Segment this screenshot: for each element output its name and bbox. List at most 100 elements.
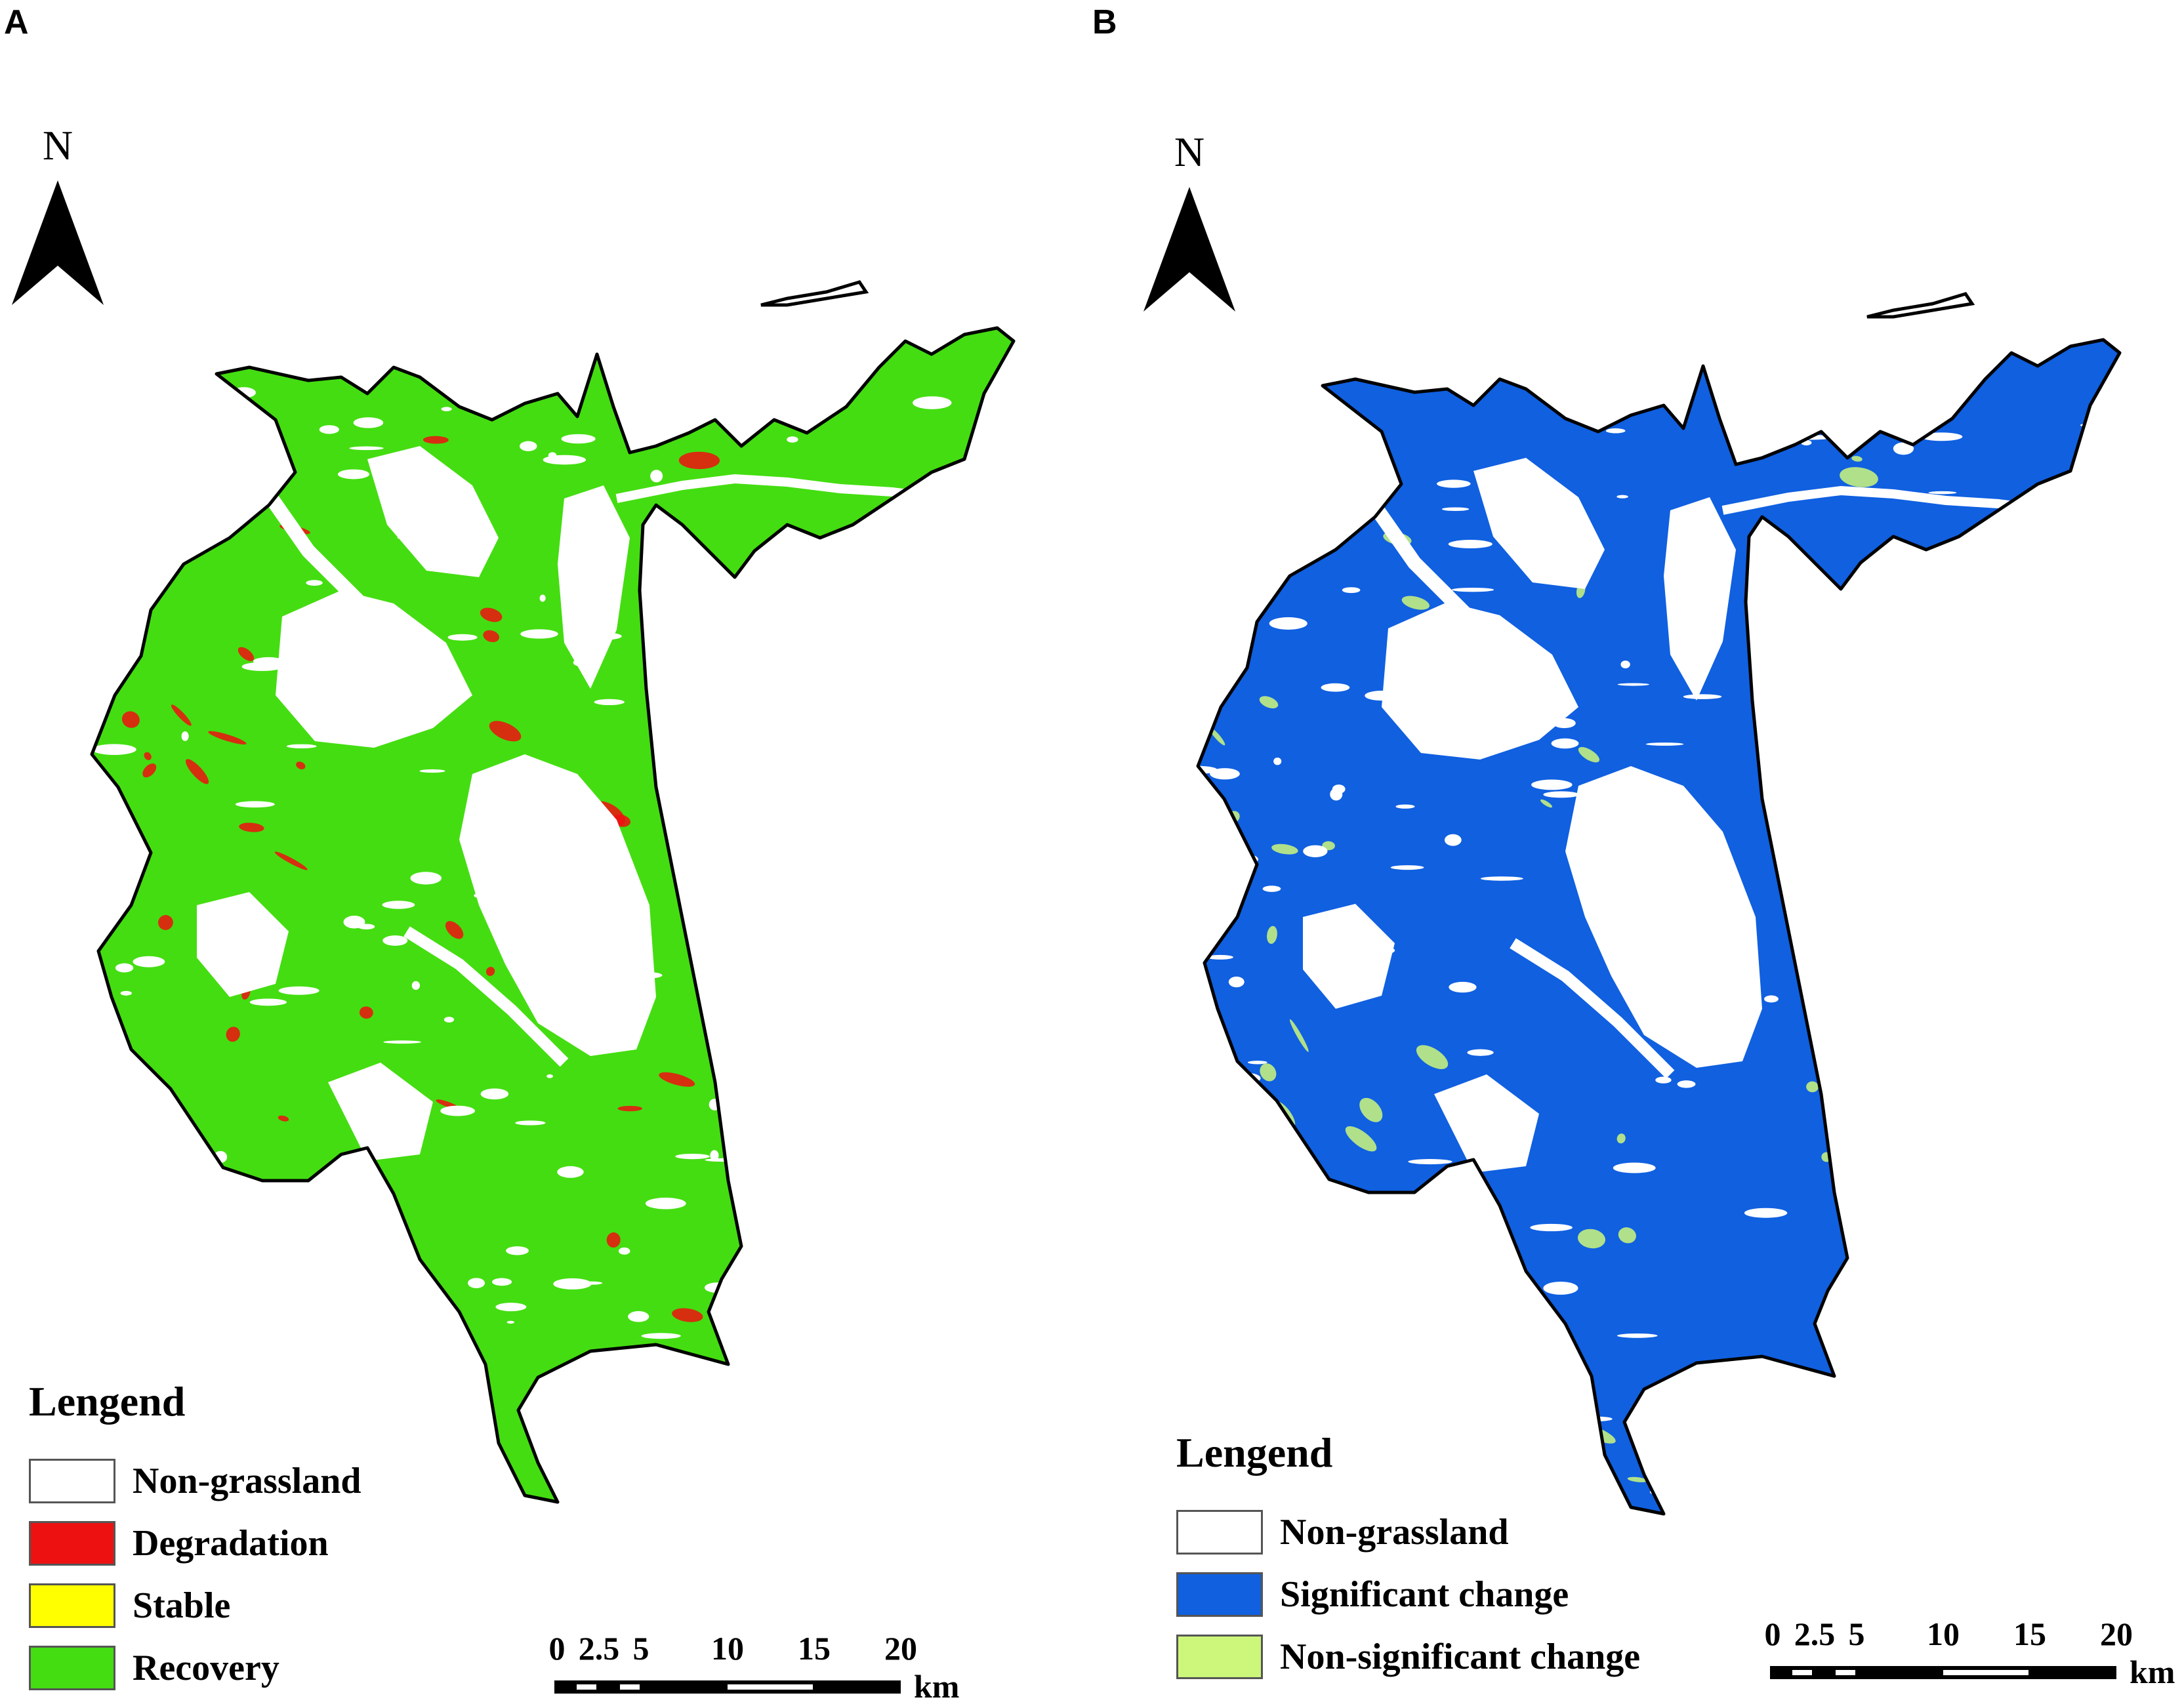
scale-tick: 5 [632, 1630, 649, 1667]
white-gap [1206, 954, 1233, 960]
texture-patch [663, 803, 682, 813]
white-gap [1758, 1435, 1767, 1439]
white-gap [1840, 607, 1883, 619]
white-gap [812, 1173, 825, 1180]
texture-patch [422, 436, 449, 444]
white-gap [1303, 845, 1328, 857]
white-gap [506, 1320, 515, 1324]
white-gap [1269, 617, 1307, 630]
texture-patch [1647, 1398, 1660, 1417]
texture-patch [1849, 1190, 1864, 1204]
texture-patch [1198, 596, 1208, 613]
white-gap [1273, 758, 1282, 765]
white-gap [1530, 1223, 1573, 1232]
legend-label: Stable [133, 1585, 231, 1626]
non-grassland-area [1565, 766, 1762, 1068]
white-gap [1616, 1333, 1658, 1338]
white-gap [909, 689, 940, 697]
legend-label: Significant change [1280, 1574, 1569, 1615]
texture-patch [1260, 1063, 1277, 1082]
texture-patch [1472, 1382, 1489, 1391]
texture-patch [1577, 1229, 1606, 1249]
white-gap [480, 1088, 509, 1100]
texture-patch [239, 823, 264, 832]
white-gap [1655, 1076, 1672, 1084]
texture-patch [239, 1189, 257, 1202]
white-gap [1961, 367, 1982, 372]
panel-label: A [4, 3, 29, 41]
white-gap [1869, 1167, 1881, 1178]
non-grassland-area [459, 754, 656, 1056]
texture-patch [1627, 1476, 1647, 1482]
white-gap [1247, 1061, 1267, 1065]
white-gap [913, 396, 952, 409]
valley-channel [1362, 493, 1537, 674]
texture-patch [1110, 1164, 1131, 1183]
white-gap [1378, 1212, 1394, 1217]
texture-patch [1204, 1171, 1231, 1196]
texture-patch [659, 1072, 695, 1087]
white-gap [670, 582, 698, 592]
texture-patch [98, 815, 115, 826]
white-gap [585, 328, 628, 334]
white-gap [1973, 1471, 1981, 1476]
white-gap [1851, 834, 1895, 839]
white-gap [837, 671, 872, 681]
white-gap [618, 1247, 630, 1255]
white-gap [1949, 1040, 1976, 1053]
scale-tick: 15 [798, 1630, 831, 1667]
white-gap [286, 744, 317, 748]
white-gap [1898, 1455, 1910, 1467]
texture-patch [70, 1255, 83, 1268]
white-gap [1543, 791, 1580, 798]
texture-patch [237, 647, 255, 661]
texture-patch [813, 624, 846, 641]
white-gap [1858, 1507, 1870, 1514]
white-gap [1467, 1049, 1494, 1056]
white-gap [468, 1278, 485, 1288]
white-gap [447, 634, 478, 641]
texture-patch [1124, 592, 1156, 610]
white-gap [100, 519, 121, 532]
valley-channel [256, 481, 431, 662]
white-gap [928, 474, 947, 484]
texture-patch [4, 999, 31, 1019]
scale-tick: 15 [2013, 1616, 2046, 1652]
white-gap [2016, 1515, 2038, 1518]
white-gap [1924, 1501, 1955, 1511]
texture-patch [1271, 844, 1298, 855]
white-gap [243, 1350, 268, 1358]
white-gap [382, 935, 408, 946]
white-gap [1268, 517, 1294, 527]
scale-tick: 5 [1848, 1616, 1865, 1652]
white-gap [1837, 1113, 1860, 1122]
texture-patch [1578, 746, 1600, 763]
white-gap [641, 1333, 681, 1339]
scale-bar-graphic [554, 1680, 901, 1694]
texture-patch [443, 1377, 482, 1398]
white-gap [1744, 1208, 1788, 1218]
non-grassland-area [1664, 497, 1736, 701]
texture-patch [92, 1272, 129, 1281]
white-gap [1900, 727, 1920, 739]
texture-patch [1091, 1344, 1116, 1359]
white-gap [1760, 718, 1782, 731]
north-arrow: N [1143, 128, 1235, 325]
texture-patch [1920, 1120, 1939, 1127]
white-gap [2080, 424, 2093, 427]
legend-item-recovery: Recovery [29, 1637, 361, 1699]
legend-label: Non-significant change [1280, 1636, 1641, 1677]
white-gap [1543, 1281, 1578, 1295]
white-gap [1247, 1356, 1264, 1370]
legend-swatch [1176, 1509, 1263, 1555]
texture-patch [41, 693, 73, 709]
texture-patch [1147, 1129, 1170, 1150]
white-gap [652, 691, 696, 697]
white-gap [707, 1450, 748, 1460]
scale-tick: 20 [884, 1630, 917, 1667]
texture-patch [1091, 1553, 1096, 1568]
legend-item-non-grassland: Non-grassland [1176, 1501, 1640, 1563]
texture-patch [92, 804, 98, 819]
white-gap [1444, 834, 1462, 846]
white-gap [1203, 606, 1235, 617]
